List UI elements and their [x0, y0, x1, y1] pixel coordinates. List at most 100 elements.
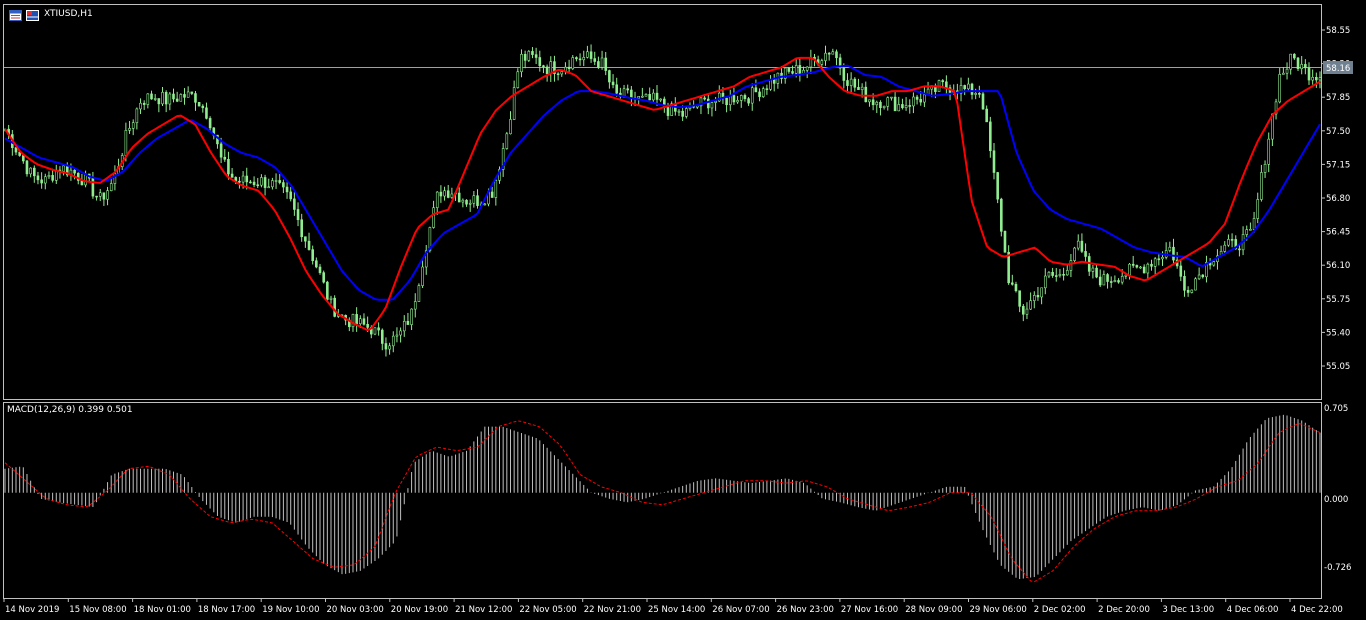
- candle-body: [102, 192, 106, 200]
- candle-body: [421, 266, 424, 286]
- candle-body: [761, 88, 765, 97]
- candle-body: [252, 181, 256, 186]
- candle-body: [608, 70, 611, 83]
- candle-body: [798, 65, 802, 75]
- candle-body: [655, 92, 659, 100]
- candle-body: [864, 86, 868, 103]
- candle-body: [1245, 229, 1249, 235]
- candle-body: [293, 198, 296, 210]
- candle-body: [457, 192, 461, 203]
- candle-body: [908, 105, 912, 107]
- candle-body: [545, 66, 549, 75]
- candle-body: [432, 207, 435, 228]
- candle-body: [586, 51, 589, 58]
- candle-body: [860, 86, 864, 90]
- candle-body: [1296, 57, 1300, 70]
- candle-body: [238, 180, 241, 183]
- candle-body: [186, 91, 190, 98]
- candle-body: [1007, 251, 1010, 284]
- price-tick-label: 57.15: [1326, 160, 1350, 170]
- candle-body: [783, 67, 787, 79]
- candle-body: [1260, 172, 1263, 200]
- candle-body: [1293, 53, 1296, 59]
- candle-body: [380, 329, 384, 344]
- candle-body: [1201, 274, 1205, 278]
- candle-body: [1142, 266, 1146, 274]
- candle-body: [659, 98, 662, 101]
- candle-body: [142, 102, 146, 105]
- price-panel-frame: [3, 4, 1322, 400]
- candle-body: [362, 318, 366, 325]
- candle-body: [714, 100, 717, 103]
- candle-body: [765, 88, 769, 91]
- time-tick-label: 20 Nov 19:00: [391, 605, 448, 615]
- candle-body: [1091, 267, 1095, 272]
- candle-body: [1131, 263, 1135, 266]
- candle-body: [1238, 248, 1241, 251]
- candle-body: [1315, 77, 1318, 81]
- candle-body: [1095, 267, 1098, 278]
- candle-body: [710, 102, 714, 109]
- candle-body: [424, 250, 428, 268]
- candle-body: [1139, 266, 1142, 269]
- candle-body: [886, 97, 890, 107]
- window-icon[interactable]: [9, 10, 22, 21]
- candle-body: [153, 98, 157, 100]
- time-tick-label: 20 Nov 03:00: [327, 605, 384, 615]
- candle-body: [62, 165, 65, 172]
- candle-body: [1000, 198, 1003, 232]
- candle-body: [109, 183, 113, 191]
- candle-body: [1080, 240, 1084, 252]
- candle-body: [824, 52, 827, 61]
- time-tick-label: 15 Nov 08:00: [69, 605, 126, 615]
- candle-body: [1161, 256, 1164, 260]
- candle-body: [556, 73, 560, 76]
- candle-body: [285, 186, 289, 193]
- candle-body: [161, 92, 164, 105]
- candle-body: [124, 130, 128, 156]
- candle-body: [373, 327, 377, 335]
- candle-body: [139, 102, 142, 110]
- candle-body: [366, 324, 369, 328]
- macd-panel-frame: [3, 402, 1322, 599]
- candle-body: [36, 175, 40, 181]
- candle-body: [95, 195, 98, 198]
- candle-body: [685, 108, 688, 117]
- candle-body: [190, 91, 194, 94]
- candle-body: [890, 96, 893, 99]
- candle-body: [146, 93, 150, 105]
- candle-body: [732, 95, 736, 103]
- candle-body: [40, 179, 43, 184]
- candle-body: [626, 88, 630, 91]
- candle-body: [919, 99, 923, 103]
- candle-body: [1150, 263, 1153, 267]
- candle-body: [1025, 308, 1029, 315]
- candle-body: [311, 249, 314, 262]
- candle-body: [446, 190, 450, 198]
- candle-body: [853, 78, 857, 88]
- candle-body: [1098, 276, 1102, 286]
- candle-body: [1120, 275, 1124, 283]
- candle-body: [417, 285, 421, 302]
- candle-body: [1194, 278, 1197, 291]
- candle-body: [183, 94, 186, 98]
- candle-body: [304, 236, 307, 242]
- candle-body: [923, 94, 926, 103]
- flag-icon[interactable]: [26, 10, 39, 21]
- candle-body: [227, 159, 230, 175]
- candle-body: [604, 57, 608, 71]
- candle-body: [307, 240, 311, 250]
- candle-body: [395, 334, 399, 337]
- candle-body: [1011, 282, 1014, 285]
- time-tick-label: 14 Nov 2019: [5, 605, 59, 615]
- candle-body: [1263, 163, 1267, 173]
- candle-body: [241, 175, 245, 183]
- candle-body: [1223, 244, 1227, 252]
- price-tick-label: 57.85: [1326, 93, 1350, 103]
- candle-body: [483, 203, 487, 206]
- candle-body: [1117, 280, 1120, 283]
- candle-body: [476, 195, 479, 206]
- candle-body: [1234, 239, 1238, 250]
- candle-body: [970, 83, 974, 95]
- candle-body: [1084, 251, 1087, 257]
